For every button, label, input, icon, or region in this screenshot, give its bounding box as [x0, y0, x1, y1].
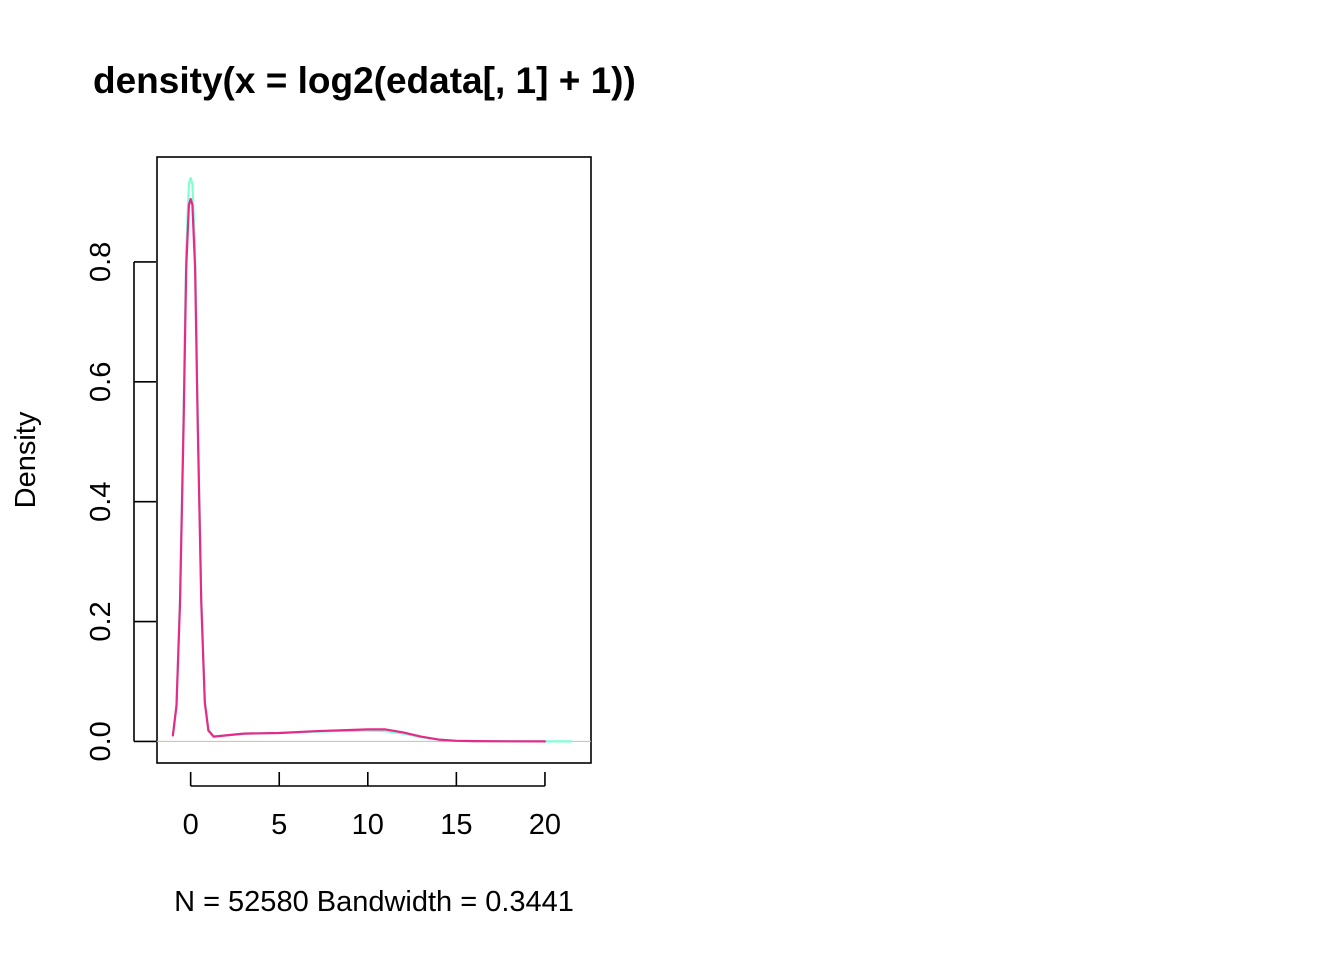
- chart-title: density(x = log2(edata[, 1] + 1)): [93, 60, 636, 101]
- density-line-2: [171, 197, 547, 743]
- x-tick-label: 10: [352, 809, 384, 841]
- y-tick-label: 0.0: [85, 721, 117, 761]
- x-axis: 0 5 10 15 20: [183, 772, 561, 841]
- y-tick-label: 0.2: [85, 601, 117, 641]
- density-line-1: [171, 176, 573, 743]
- y-tick-label: 0.6: [85, 362, 117, 402]
- x-tick-label: 20: [529, 809, 561, 841]
- x-tick-label: 5: [271, 809, 287, 841]
- series-layer: [171, 176, 573, 743]
- x-tick-label: 15: [440, 809, 472, 841]
- x-tick-label: 0: [183, 809, 199, 841]
- y-axis: 0.0 0.2 0.4 0.6 0.8: [85, 242, 156, 762]
- x-axis-label: N = 52580 Bandwidth = 0.3441: [174, 886, 574, 918]
- y-axis-label: Density: [10, 411, 42, 508]
- plot-frame: [156, 156, 592, 764]
- y-tick-label: 0.8: [85, 242, 117, 282]
- y-tick-label: 0.4: [85, 482, 117, 522]
